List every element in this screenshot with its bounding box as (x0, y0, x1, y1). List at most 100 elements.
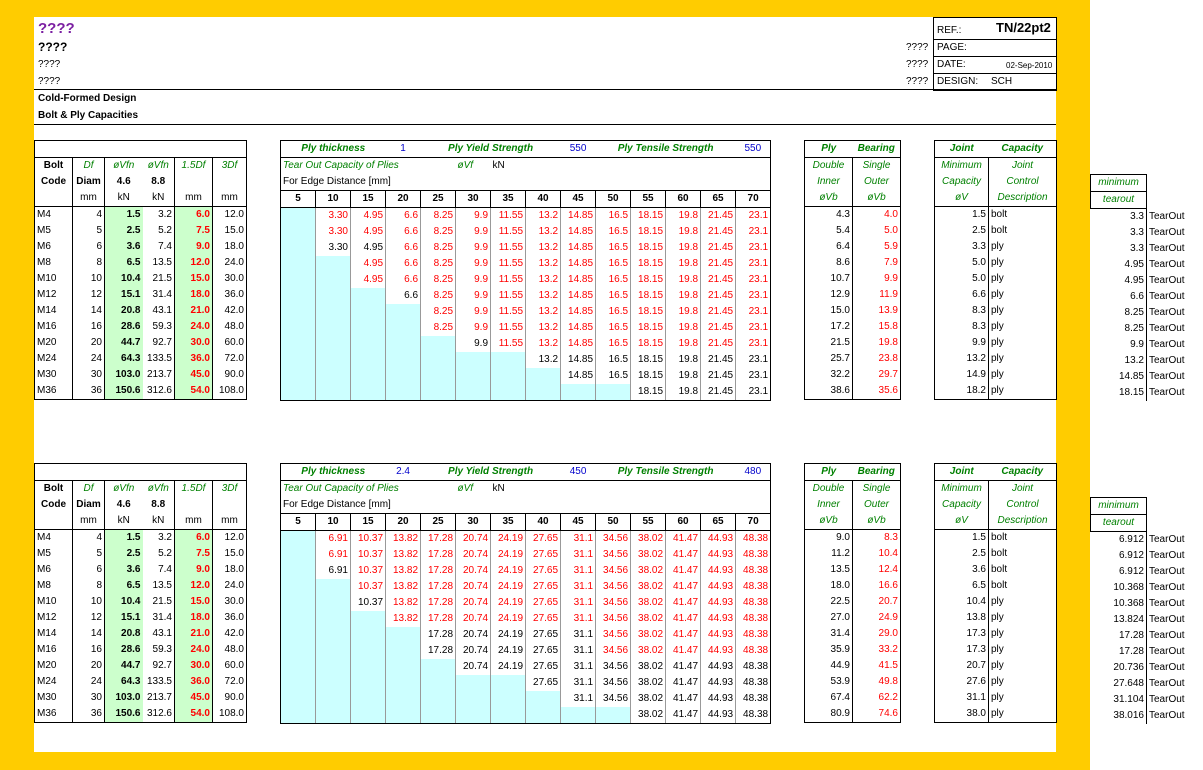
tearout-value: 13.2 (525, 320, 561, 336)
tearout-value: 13.2 (525, 352, 561, 368)
tearout-empty (349, 627, 386, 643)
tearout-value: 38.02 (630, 659, 666, 675)
tearout-row: 31.1 34.56 38.02 41.47 44.93 48.38 (280, 691, 772, 707)
bearing-row: 11.2 10.4 (804, 546, 901, 562)
tearout-value: 17.28 (420, 563, 456, 579)
tearout-value: 10.37 (349, 595, 386, 611)
joint-min-capacity: 27.6 (934, 674, 989, 690)
joint-control: ply (988, 335, 1057, 351)
tearout-value: 9.9 (455, 256, 491, 272)
joint-min-capacity: 5.0 (934, 255, 989, 271)
joint-min-capacity: 13.8 (934, 610, 989, 626)
tearout-value: 21.45 (700, 256, 736, 272)
tearout-value: 31.1 (560, 675, 596, 691)
blank (212, 174, 247, 190)
tearout-value: 27.65 (525, 595, 561, 611)
vfn-46: 3.6 (104, 562, 143, 578)
ply-thickness-label: Ply thickness (279, 463, 386, 481)
bearing-single: 20.7 (852, 594, 901, 610)
min-tearout-row: 4.95 TearOut (1090, 257, 1199, 273)
bearing-single: 8.3 (852, 529, 901, 546)
bolt-row: M16 16 28.6 59.3 24.0 48.0 (34, 319, 247, 335)
bolt-diam: 10 (72, 271, 105, 287)
bearing-double: 80.9 (804, 706, 853, 723)
vfn-46: 2.5 (104, 223, 143, 239)
tearout-value: 9.9 (455, 224, 491, 240)
tearout-value: 18.15 (630, 336, 666, 352)
tearout-value: 18.15 (630, 352, 666, 368)
bearing-single: 35.6 (852, 383, 901, 400)
edge15-header: 1.5Df (174, 157, 213, 174)
ply-tensile-label: Ply Tensile Strength (595, 463, 736, 481)
blank (212, 497, 247, 513)
vfn-46: 64.3 (104, 674, 143, 690)
min-tearout-value: 38.016 (1090, 708, 1147, 724)
blank (490, 497, 772, 514)
description-header: Description (988, 513, 1057, 530)
tearout-value: 31.1 (560, 563, 596, 579)
doc-subtitle: ???? (38, 40, 68, 54)
tearout-value: 21.45 (700, 320, 736, 336)
edge-3df: 12.0 (212, 206, 247, 223)
tearout-tag: TearOut (1149, 227, 1185, 238)
tearout-value: 21.45 (700, 288, 736, 304)
unit-kn: kN (142, 190, 175, 207)
tearout-value: 38.02 (630, 563, 666, 579)
edge-distance-header: 5 (280, 190, 316, 208)
ply-yield-value[interactable]: 550 (560, 140, 596, 158)
ply-thickness-value[interactable]: 1 (385, 140, 421, 158)
bearing-double: 12.9 (804, 287, 853, 303)
vfn-88: 59.3 (152, 321, 172, 332)
tearout-tag: TearOut (1149, 566, 1185, 577)
tearout-empty (349, 643, 386, 659)
joint-control: ply (988, 367, 1057, 383)
bearing-row: 27.0 24.9 (804, 610, 901, 626)
bearing-row: 21.5 19.8 (804, 335, 901, 351)
min-tearout-row: 8.25 TearOut (1090, 305, 1199, 321)
tearout-value: 6.91 (315, 530, 351, 547)
bearing-header: Bearing (852, 140, 901, 158)
joint-row: 13.2 ply (934, 351, 1057, 367)
bearing-double: 25.7 (804, 351, 853, 367)
bolt-row: M30 30 103.0 213.7 45.0 90.0 (34, 367, 247, 383)
tearout-value: 38.02 (630, 707, 666, 724)
joint-control: ply (988, 658, 1057, 674)
tearout-row: 3.30 4.95 6.6 8.25 9.9 11.55 13.2 14.85 16.5 18.1… (280, 207, 772, 224)
header-spacer (34, 463, 73, 481)
tearout-empty (315, 320, 351, 336)
edge-3df: 36.0 (212, 287, 247, 303)
ref-value: TN/22pt2 (996, 20, 1051, 35)
bolt-code: M16 (34, 642, 73, 658)
bearing-double: 11.2 (804, 546, 853, 562)
tearout-value: 48.38 (735, 547, 772, 563)
bolt-code: M12 (34, 287, 73, 303)
tearout-value: 44.93 (700, 691, 736, 707)
tearout-value: 34.56 (595, 595, 631, 611)
tearout-value: 13.82 (385, 595, 421, 611)
edge15-header: 1.5Df (174, 480, 213, 497)
vfn-46: 20.8 (104, 626, 143, 642)
tearout-tag: TearOut (1149, 243, 1185, 254)
joint2-header: Joint (988, 157, 1057, 174)
joint-control: ply (988, 610, 1057, 626)
joint-capacity-table: Joint Capacity Minimum Joint Capacity Control… (934, 463, 1057, 723)
ply-tensile-value[interactable]: 480 (735, 463, 772, 481)
tearout-value: 14.85 (560, 256, 596, 272)
tearout-value: 16.5 (595, 240, 631, 256)
vfn-88: 133.5 (146, 676, 172, 687)
vfn-header: øVfn (104, 157, 143, 174)
tearout-value: 23.1 (735, 384, 772, 401)
tearout-value: 44.93 (700, 563, 736, 579)
ply-tensile-value[interactable]: 550 (735, 140, 772, 158)
capacity2-header: Capacity (934, 174, 989, 190)
ply-yield-value[interactable]: 450 (560, 463, 596, 481)
tearout-value: 18.15 (630, 272, 666, 288)
bolt-row: M5 5 2.5 5.2 7.5 15.0 (34, 223, 247, 239)
ply-thickness-value[interactable]: 2.4 (385, 463, 421, 481)
tearout-value: 23.1 (735, 368, 772, 384)
edge-3df: 36.0 (212, 610, 247, 626)
tearout-value: 19.8 (665, 384, 701, 401)
vfn-46: 15.1 (104, 287, 143, 303)
tearout-value: 10.37 (349, 563, 386, 579)
tearout-row: 10.37 13.82 17.28 20.74 24.19 27.65 31.1 34.56 3… (280, 579, 772, 595)
